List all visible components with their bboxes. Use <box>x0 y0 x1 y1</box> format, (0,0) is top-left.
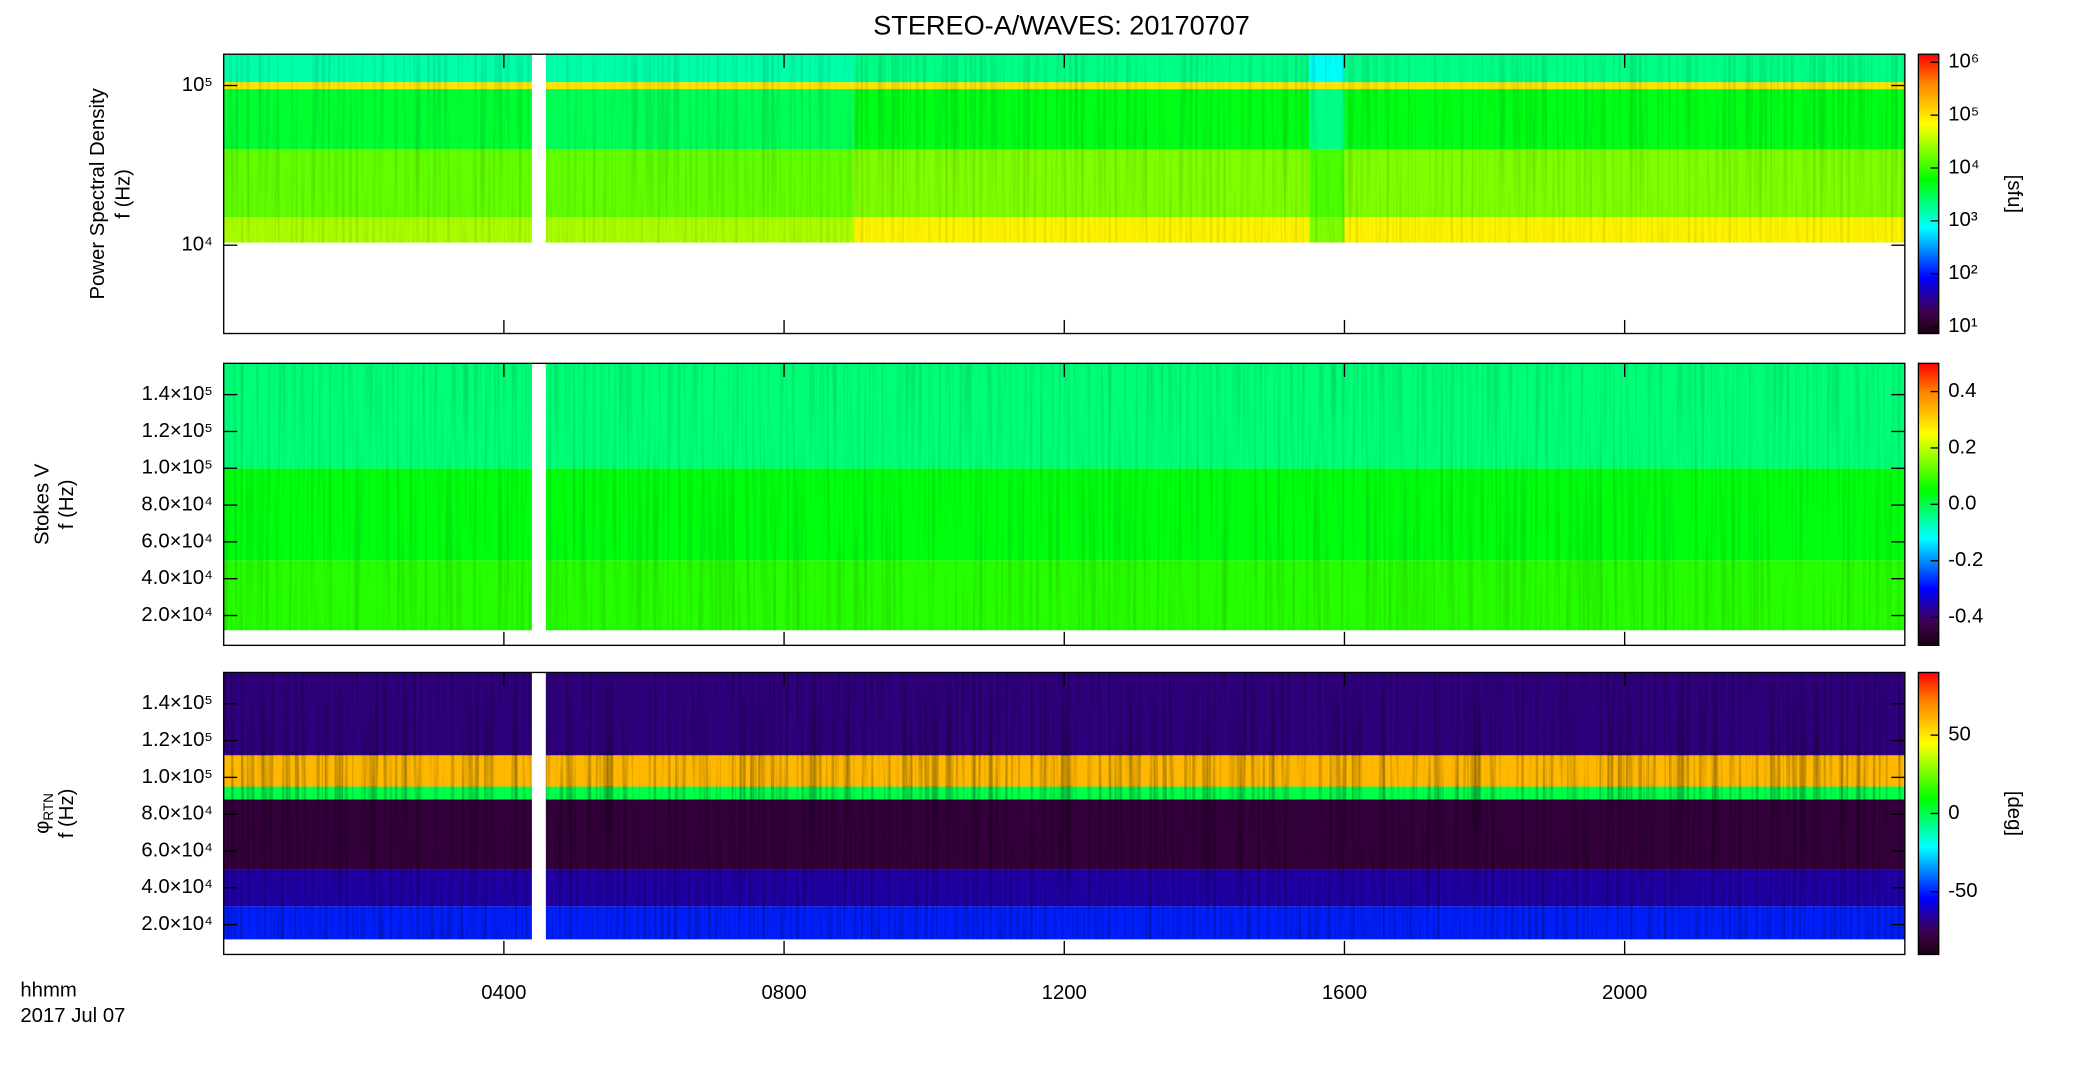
y-tick-label: 8.0×10⁴ <box>141 493 212 515</box>
texture <box>1344 217 1905 243</box>
texture <box>223 363 532 469</box>
colorbar-tick-label: 10⁵ <box>1948 104 1979 126</box>
texture <box>223 799 532 870</box>
colorbar-tick-label: 0.0 <box>1948 493 1976 515</box>
x-tick-label: 0800 <box>761 982 806 1004</box>
y-tick-label: 1.0×10⁵ <box>142 766 213 788</box>
texture <box>854 89 1310 150</box>
y-tick-label: 2.0×10⁴ <box>141 913 212 935</box>
colorbar-tick-label: -50 <box>1948 880 1977 902</box>
texture <box>545 82 855 90</box>
colorbar-tick-label: 10³ <box>1948 209 1978 231</box>
texture <box>223 755 532 787</box>
colorbar-label: [sfu] <box>2003 175 2025 213</box>
y-axis-label-text: Stokes V <box>32 463 54 545</box>
texture <box>223 54 532 83</box>
texture <box>545 869 1905 907</box>
chart-title: STEREO-A/WAVES: 20170707 <box>873 9 1250 40</box>
texture <box>854 149 1310 218</box>
y-tick-label: 1.2×10⁵ <box>142 729 213 751</box>
texture <box>1309 82 1345 90</box>
colorbar-tick-label: 10⁴ <box>1948 156 1979 178</box>
texture <box>223 560 532 631</box>
texture <box>545 363 1905 469</box>
y-axis-label: f (Hz) <box>113 169 135 219</box>
texture <box>1344 82 1905 90</box>
colorbar-tick-label: -0.4 <box>1948 606 1983 628</box>
colorbar-tick-label: 10² <box>1948 262 1978 284</box>
y-axis-label-text: f (Hz) <box>56 789 78 839</box>
y-tick-label: 6.0×10⁴ <box>141 839 212 861</box>
y-tick-label: 4.0×10⁴ <box>141 876 212 898</box>
texture <box>545 799 1905 870</box>
texture <box>223 149 532 218</box>
colorbar-tick-label: 0.4 <box>1948 380 1976 402</box>
texture <box>1309 54 1345 83</box>
texture <box>223 468 532 561</box>
texture <box>1344 149 1905 218</box>
y-tick-label: 2.0×10⁴ <box>141 604 212 626</box>
y-tick-label: 6.0×10⁴ <box>141 530 212 552</box>
y-axis-label: f (Hz) <box>56 789 78 839</box>
x-tick-label: 2000 <box>1602 982 1647 1004</box>
texture <box>854 54 1310 83</box>
texture <box>223 217 532 243</box>
y-tick-label: 1.4×10⁵ <box>142 383 213 405</box>
texture <box>223 672 532 756</box>
texture <box>1309 217 1345 243</box>
colorbar-tick-label: 10¹ <box>1948 315 1978 337</box>
texture <box>545 217 855 243</box>
y-axis-label-text: f (Hz) <box>113 169 135 219</box>
texture <box>545 786 1905 800</box>
y-tick-label: 10⁴ <box>181 234 212 256</box>
y-axis-label: φRTN <box>32 793 56 834</box>
colorbar-tick-label: 50 <box>1948 723 1971 745</box>
texture <box>545 54 855 83</box>
texture <box>545 755 1905 787</box>
x-tick-label: 1200 <box>1042 982 1087 1004</box>
texture <box>1344 89 1905 150</box>
y-axis-label-text: φ <box>32 821 54 834</box>
y-tick-label: 10⁵ <box>182 74 213 96</box>
texture <box>1309 89 1345 150</box>
y-tick-label: 4.0×10⁴ <box>141 567 212 589</box>
y-tick-label: 8.0×10⁴ <box>141 803 212 825</box>
texture <box>223 906 532 940</box>
y-tick-label: 1.2×10⁵ <box>142 420 213 442</box>
texture <box>545 468 1905 561</box>
texture <box>223 869 532 907</box>
y-axis-label: Stokes V <box>32 463 54 545</box>
texture <box>1309 149 1345 218</box>
colorbar <box>1917 53 1940 335</box>
x-tick-label: 1600 <box>1322 982 1367 1004</box>
texture <box>223 89 532 150</box>
colorbar-tick-label: -0.2 <box>1948 549 1983 571</box>
texture <box>854 82 1310 90</box>
colorbar-tick-label: 0.2 <box>1948 436 1976 458</box>
texture <box>545 149 855 218</box>
colorbar-tick-label: 0 <box>1948 802 1959 824</box>
texture <box>545 672 1905 756</box>
texture <box>223 82 532 90</box>
texture <box>545 906 1905 940</box>
y-tick-label: 1.4×10⁵ <box>142 692 213 714</box>
date-label: 2017 Jul 07 <box>20 1005 125 1027</box>
y-axis-label-text: Power Spectral Density <box>87 87 109 299</box>
x-tick-label: 0400 <box>481 982 526 1004</box>
y-axis-label: Power Spectral Density <box>87 87 109 299</box>
texture <box>223 786 532 800</box>
texture <box>545 89 855 150</box>
y-axis-label-subscript: RTN <box>40 793 55 821</box>
y-axis-label: f (Hz) <box>56 479 78 529</box>
colorbar-tick-label: 10⁶ <box>1948 51 1979 73</box>
y-axis-label-text: f (Hz) <box>56 479 78 529</box>
texture <box>545 560 1905 631</box>
texture <box>854 217 1310 243</box>
y-tick-label: 1.0×10⁵ <box>142 457 213 479</box>
colorbar-label: [deg] <box>2003 791 2025 836</box>
x-axis-label: hhmm <box>20 979 76 1001</box>
